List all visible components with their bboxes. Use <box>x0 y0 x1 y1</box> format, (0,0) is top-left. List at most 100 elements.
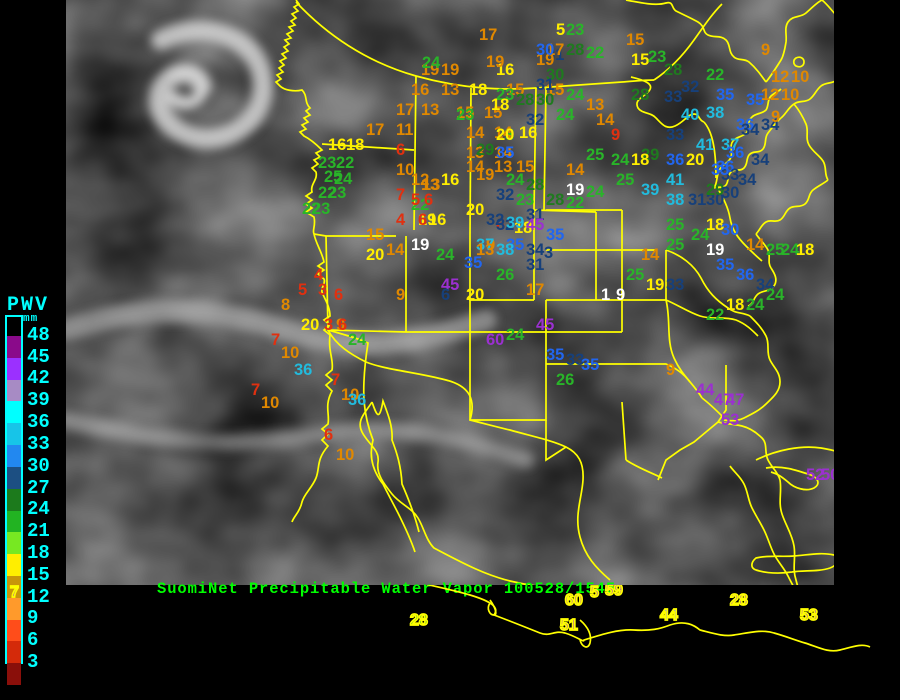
svg-text:25: 25 <box>586 146 604 164</box>
svg-text:57: 57 <box>10 585 599 601</box>
svg-text:18: 18 <box>491 96 509 114</box>
svg-text:9: 9 <box>666 361 675 379</box>
svg-text:47: 47 <box>726 391 744 409</box>
svg-text:10: 10 <box>791 68 809 86</box>
svg-text:16: 16 <box>328 136 346 154</box>
svg-text:22: 22 <box>586 44 604 62</box>
svg-text:14: 14 <box>641 246 660 264</box>
svg-text:34: 34 <box>738 171 757 189</box>
svg-text:15: 15 <box>631 51 649 69</box>
svg-text:24: 24 <box>586 183 605 201</box>
svg-text:24: 24 <box>506 326 525 344</box>
svg-text:24: 24 <box>556 106 575 124</box>
svg-text:19: 19 <box>646 276 664 294</box>
svg-text:20: 20 <box>496 126 514 144</box>
svg-text:36: 36 <box>666 151 684 169</box>
svg-text:5: 5 <box>411 191 420 209</box>
svg-text:31: 31 <box>688 191 706 209</box>
svg-text:15: 15 <box>626 31 644 49</box>
svg-text:28: 28 <box>546 191 564 209</box>
svg-text:20: 20 <box>366 246 384 264</box>
svg-text:38: 38 <box>706 104 724 122</box>
svg-text:26: 26 <box>496 266 514 284</box>
svg-text:36: 36 <box>294 361 312 379</box>
svg-text:6: 6 <box>441 286 450 304</box>
svg-text:6: 6 <box>424 191 433 209</box>
svg-text:15: 15 <box>366 226 384 244</box>
svg-text:53: 53 <box>721 411 739 429</box>
svg-text:25: 25 <box>666 236 684 254</box>
svg-text:28: 28 <box>631 86 649 104</box>
svg-text:6: 6 <box>396 141 405 159</box>
svg-text:13: 13 <box>421 101 439 119</box>
svg-text:4: 4 <box>396 211 406 229</box>
svg-text:9: 9 <box>771 108 780 126</box>
svg-text:23: 23 <box>516 191 534 209</box>
svg-text:25: 25 <box>666 216 684 234</box>
svg-text:39: 39 <box>506 214 524 232</box>
svg-text:18: 18 <box>796 241 814 259</box>
svg-text:17: 17 <box>479 26 497 44</box>
svg-text:35: 35 <box>496 144 514 162</box>
svg-text:35: 35 <box>716 86 734 104</box>
svg-text:19: 19 <box>486 53 504 71</box>
svg-text:11: 11 <box>396 121 413 139</box>
svg-text:24: 24 <box>746 296 765 314</box>
svg-text:7: 7 <box>396 186 405 204</box>
svg-text:12: 12 <box>761 86 779 104</box>
svg-text:35: 35 <box>546 346 564 364</box>
svg-text:60: 60 <box>565 592 583 609</box>
svg-text:18: 18 <box>631 151 649 169</box>
svg-text:30: 30 <box>536 91 554 109</box>
svg-text:36: 36 <box>736 266 754 284</box>
svg-text:22: 22 <box>706 66 724 84</box>
svg-text:34: 34 <box>741 121 760 139</box>
svg-text:45: 45 <box>526 216 544 234</box>
svg-text:7: 7 <box>331 371 340 389</box>
svg-text:26: 26 <box>556 371 574 389</box>
svg-text:35: 35 <box>546 226 564 244</box>
svg-text:32: 32 <box>486 211 504 229</box>
svg-text:24: 24 <box>436 246 455 264</box>
svg-text:38: 38 <box>666 191 684 209</box>
svg-text:22: 22 <box>566 194 584 212</box>
svg-text:24: 24 <box>611 151 630 169</box>
svg-text:7: 7 <box>271 331 280 349</box>
svg-text:19: 19 <box>441 61 459 79</box>
svg-text:10: 10 <box>336 446 354 464</box>
svg-text:41: 41 <box>666 171 684 189</box>
svg-text:9: 9 <box>396 286 405 304</box>
svg-text:10: 10 <box>281 344 299 362</box>
svg-text:31: 31 <box>526 256 544 274</box>
svg-text:20: 20 <box>301 316 319 334</box>
svg-text:10: 10 <box>261 394 279 412</box>
svg-text:6: 6 <box>418 211 427 229</box>
svg-text:24: 24 <box>566 86 585 104</box>
svg-text:59: 59 <box>605 585 623 599</box>
svg-text:30: 30 <box>721 184 739 202</box>
svg-text:17: 17 <box>366 121 384 139</box>
svg-text:44: 44 <box>660 607 678 624</box>
svg-text:20: 20 <box>466 286 484 304</box>
svg-text:25: 25 <box>626 266 644 284</box>
svg-text:6: 6 <box>338 316 347 334</box>
svg-text:32: 32 <box>526 111 544 129</box>
svg-text:30: 30 <box>721 221 739 239</box>
svg-text:23: 23 <box>456 106 474 124</box>
svg-text:6: 6 <box>324 426 333 444</box>
svg-text:29: 29 <box>476 141 494 159</box>
svg-text:18: 18 <box>726 296 744 314</box>
svg-text:9: 9 <box>616 286 625 304</box>
svg-text:20: 20 <box>466 201 484 219</box>
svg-text:9: 9 <box>761 41 770 59</box>
svg-text:14: 14 <box>746 236 765 254</box>
svg-text:50: 50 <box>821 466 834 484</box>
svg-text:23: 23 <box>328 184 346 202</box>
svg-text:16: 16 <box>441 171 459 189</box>
svg-text:28: 28 <box>664 61 682 79</box>
svg-text:13: 13 <box>476 241 494 259</box>
svg-text:16: 16 <box>428 211 446 229</box>
svg-text:1: 1 <box>601 286 610 304</box>
svg-text:5: 5 <box>556 21 565 39</box>
svg-text:25: 25 <box>616 171 634 189</box>
